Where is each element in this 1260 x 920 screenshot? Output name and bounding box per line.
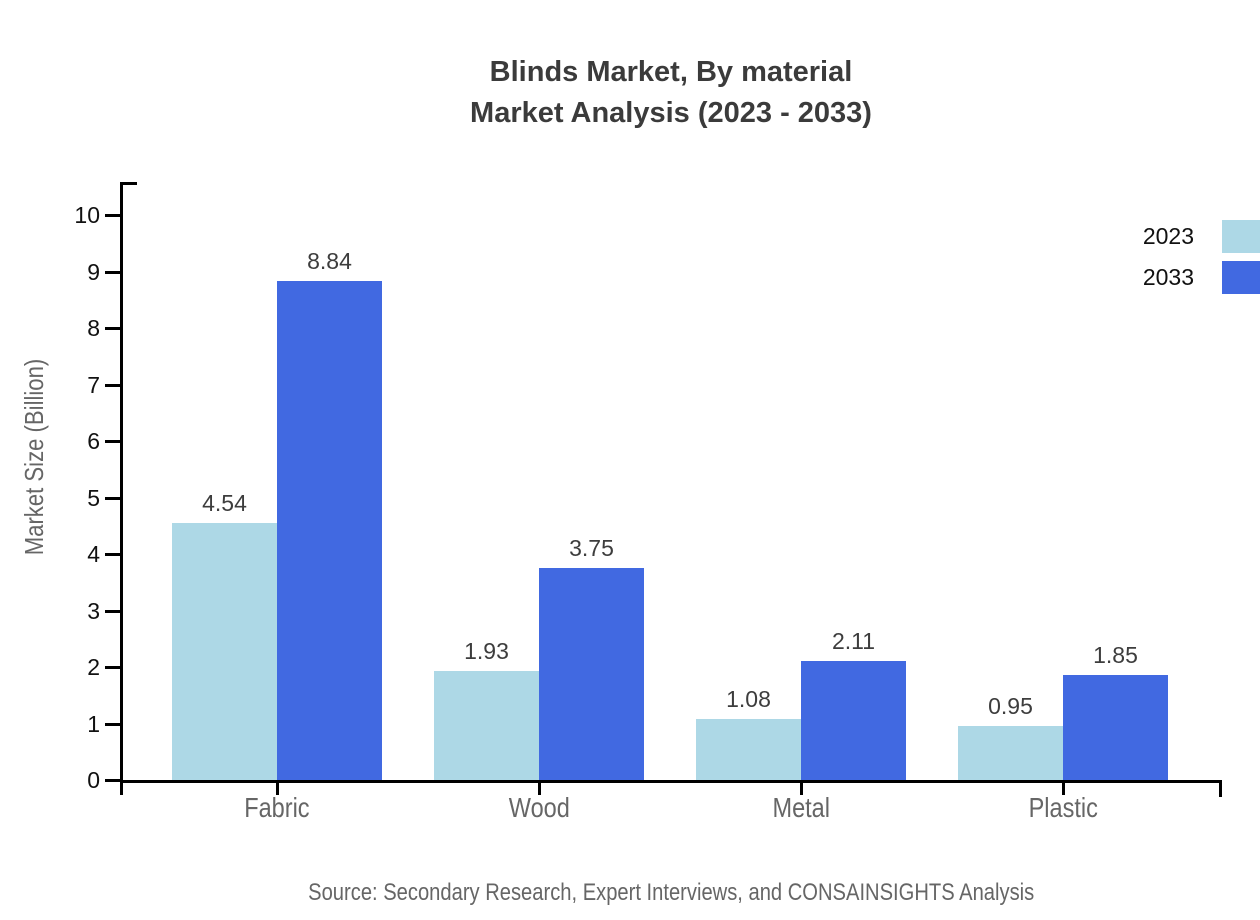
legend-item-2033: 2033 [1143,261,1260,294]
y-tick-mark [105,327,120,330]
x-tick-mark [1062,780,1065,795]
x-tick-mark [276,780,279,795]
bar-value-label: 1.93 [464,637,509,664]
bar-value-label: 2.11 [831,627,876,654]
bar-value-label: 0.95 [988,693,1033,720]
chart-title-line1: Blinds Market, By material [489,56,853,88]
y-tick-label: 6 [87,428,100,454]
y-tick-mark [105,722,120,726]
x-tick-label-text: Wood [508,792,570,823]
x-tick-mark [800,780,803,795]
y-tick-label: 1 [87,710,100,737]
y-tick-label: 7 [87,371,100,398]
bar-value-label: 1.08 [726,685,771,712]
x-tick-label-text: Metal [772,792,830,823]
legend: 2023 2033 [1143,220,1260,302]
bar-2033-metal [801,660,906,780]
bar-value-label: 8.84 [307,247,352,274]
bar-2023-wood [434,670,539,780]
y-tick-mark [105,779,120,782]
y-tick-mark [105,440,120,443]
y-tick-mark [105,214,120,217]
legend-label-2033: 2033 [1142,264,1194,290]
x-tick-label-wood: Wood [429,791,649,825]
chart-title: Blinds Market, By material Market Analys… [120,52,1222,134]
source-note: Source: Secondary Research, Expert Inter… [120,878,1222,908]
x-tick-label-fabric: Fabric [167,791,387,825]
y-tick-mark [105,609,120,613]
chart-title-line2: Market Analysis (2023 - 2033) [470,97,872,129]
y-tick-label: 9 [87,258,100,285]
y-tick-mark [105,270,120,274]
bar-2033-wood [539,568,644,780]
y-tick-label: 0 [87,767,100,793]
x-tick-label-metal: Metal [691,791,911,825]
x-tick-label-plastic: Plastic [953,791,1173,825]
x-axis-end-tick [1219,780,1222,797]
y-tick-mark [105,383,120,387]
y-tick-label: 4 [87,541,100,567]
bar-value-label: 1.85 [1093,642,1138,669]
x-tick-label-text: Fabric [244,792,310,823]
y-axis-end-tick [120,182,137,185]
bar-2023-metal [696,718,801,780]
x-tick-label-text: Plastic [1028,792,1098,823]
legend-item-2023: 2023 [1143,220,1260,253]
source-note-text: Source: Secondary Research, Expert Inter… [307,879,1035,906]
legend-swatch-2023 [1222,220,1260,253]
legend-label-2023: 2023 [1142,223,1194,249]
y-tick-label: 5 [87,484,100,511]
bar-2033-plastic [1063,675,1168,780]
y-tick-label: 2 [87,654,100,680]
bar-value-label: 3.75 [569,535,614,562]
y-tick-label: 8 [87,315,100,341]
x-tick-mark [538,780,541,795]
bar-value-label: 4.54 [202,490,247,517]
bar-2033-fabric [277,280,382,780]
legend-swatch-2033 [1222,261,1260,294]
y-tick-mark [105,496,120,500]
y-tick-label: 3 [87,597,100,624]
y-tick-mark [105,553,120,556]
x-axis-line [120,780,1222,783]
bar-2023-fabric [172,523,277,780]
y-axis-line [120,182,123,795]
y-tick-mark [105,666,120,669]
bar-2023-plastic [958,726,1063,780]
y-tick-label: 10 [74,202,100,228]
